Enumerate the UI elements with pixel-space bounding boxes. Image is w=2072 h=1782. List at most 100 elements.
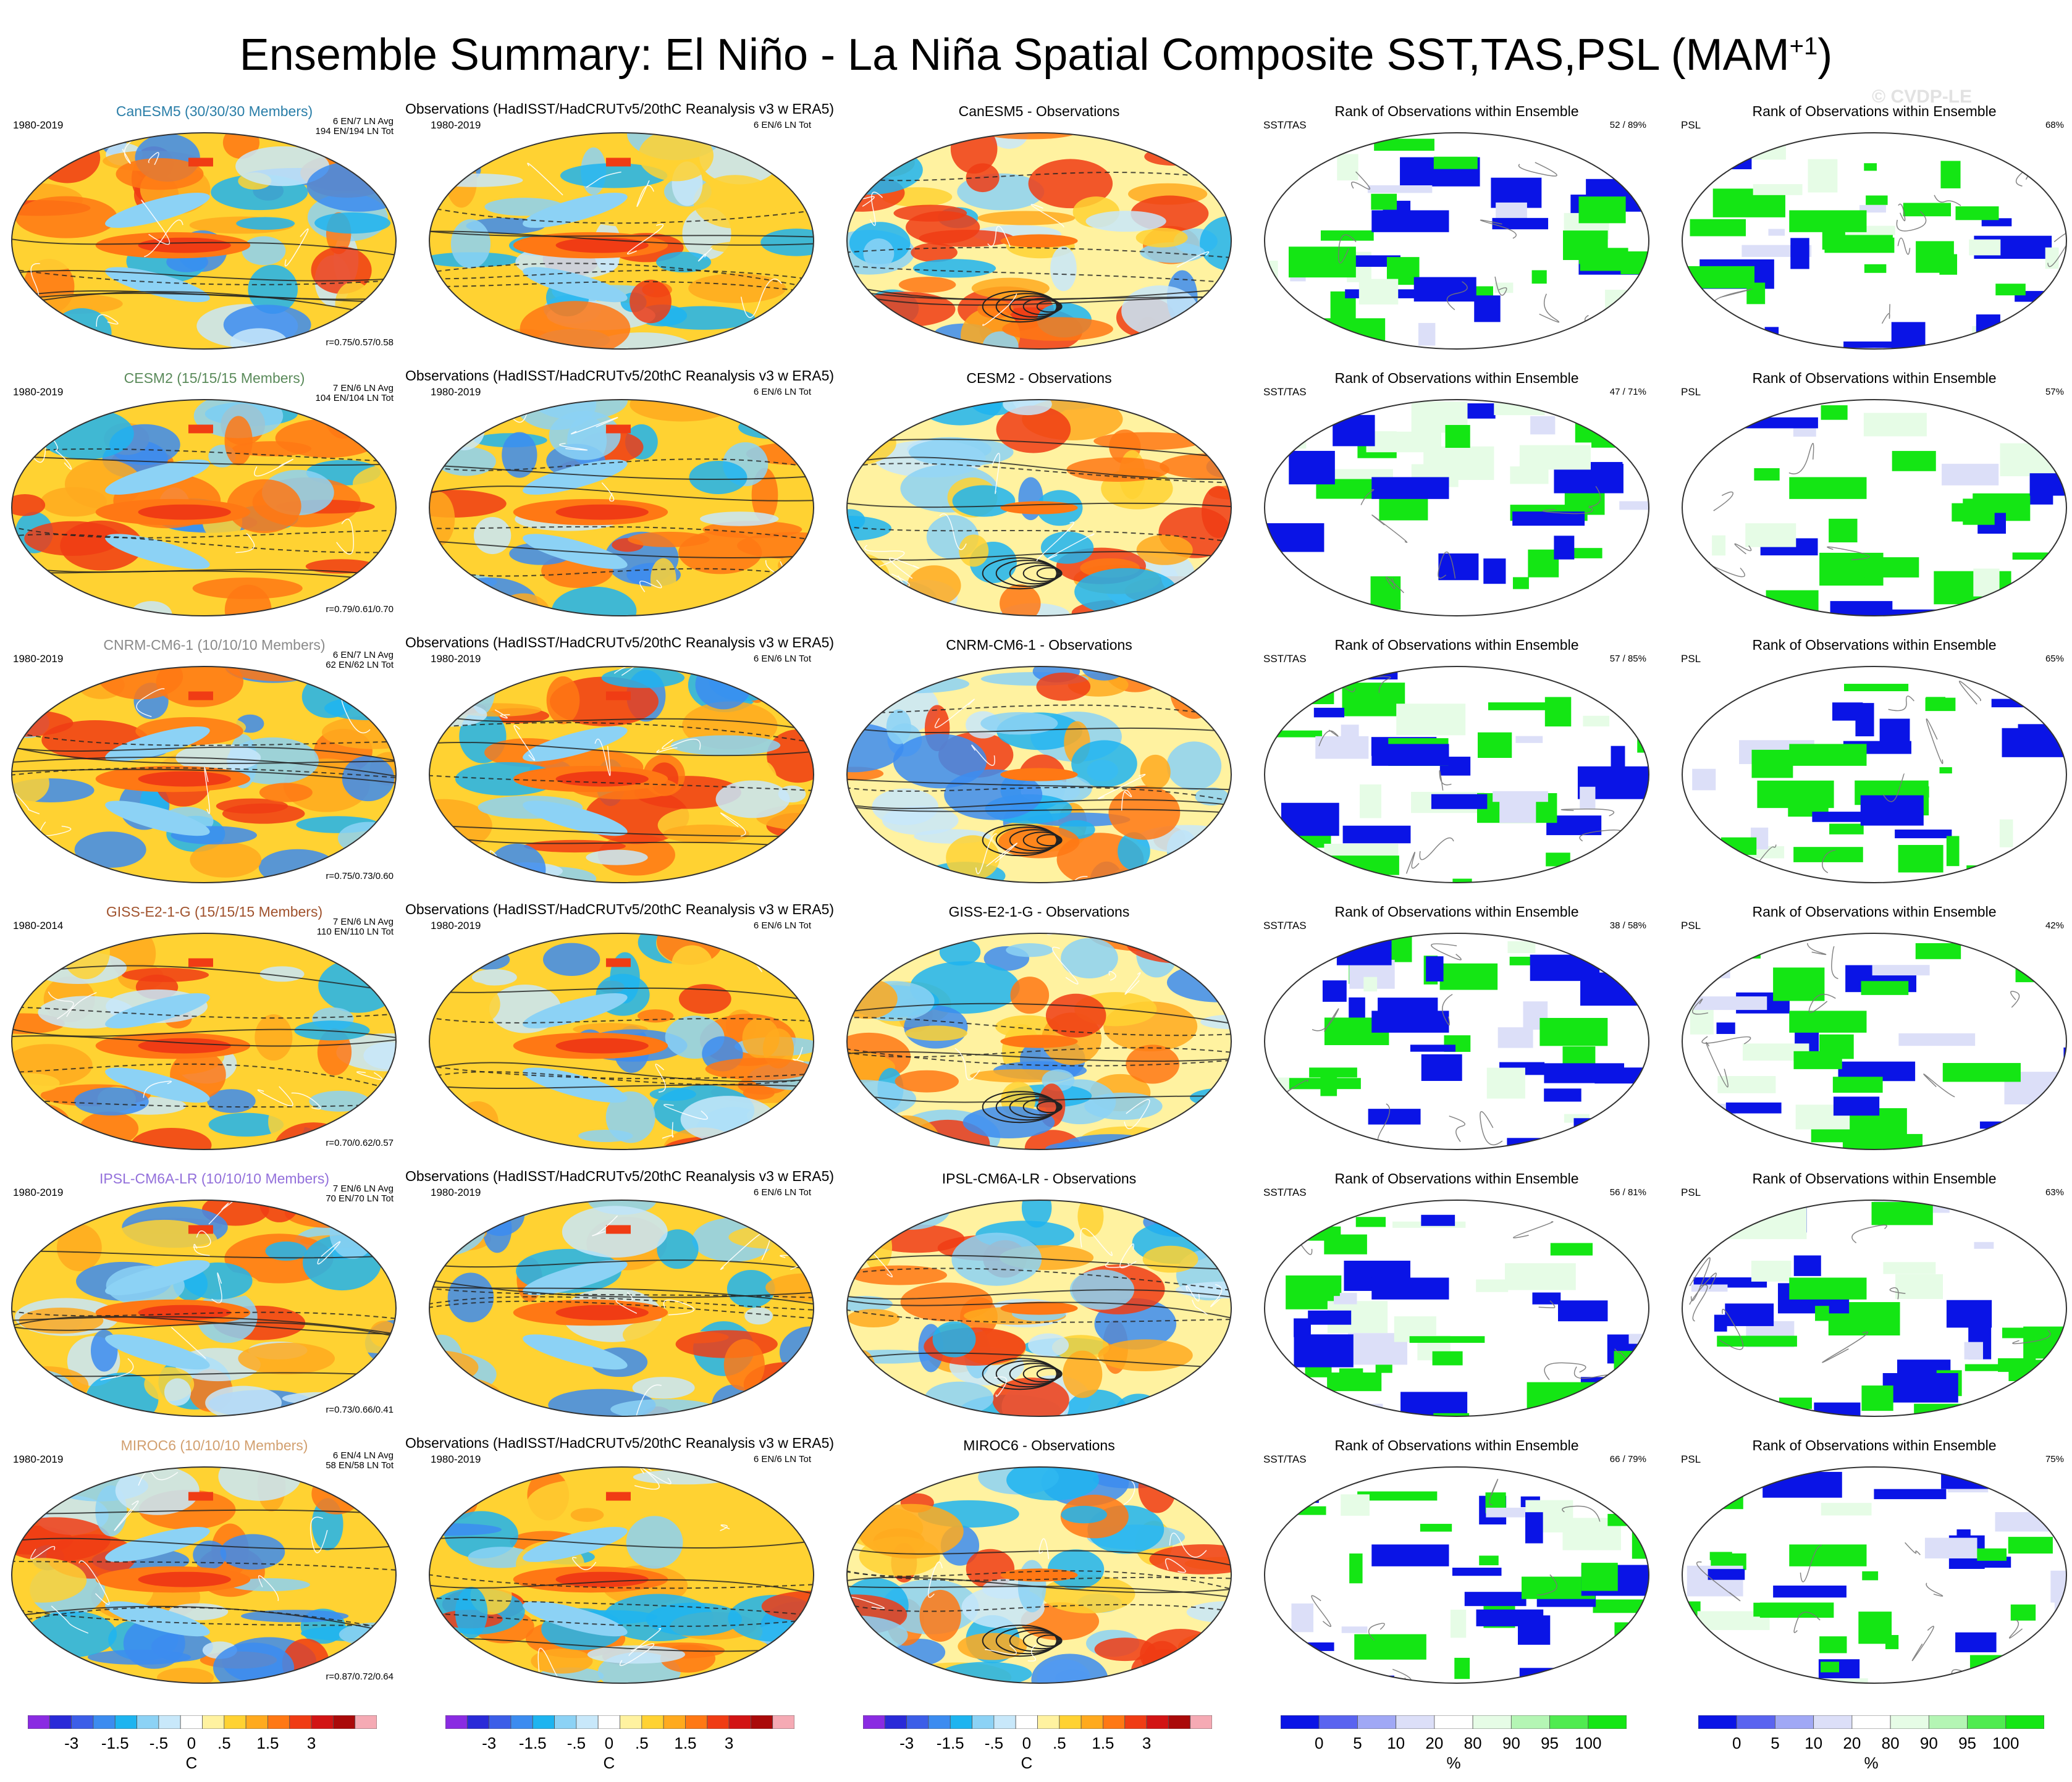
colorbar-swatch	[707, 1715, 730, 1729]
colorbar-3: 0 5 10 20 80 90 95 100%	[1281, 1715, 1627, 1772]
map-diff-3	[846, 933, 1232, 1150]
watermark: © CVDP-LE	[1872, 86, 1973, 107]
colorbar-swatch	[489, 1715, 512, 1729]
colorbar-swatch	[49, 1715, 72, 1729]
colorbar-tick-label: 20	[1843, 1734, 1861, 1752]
colorbar-swatch	[93, 1715, 116, 1729]
rank-title: Rank of Observations within Ensemble	[1334, 1437, 1579, 1453]
model-correlation: r=0.70/0.62/0.57	[326, 1138, 394, 1148]
model-stats: 58 EN/58 LN Tot	[326, 1460, 394, 1471]
rank-title: Rank of Observations within Ensemble	[1752, 1170, 1997, 1187]
diff-title: CanESM5 - Observations	[958, 103, 1120, 119]
obs-title: Observations (HadISST/HadCRUTv5/20thC Re…	[405, 634, 835, 650]
colorbar-swatch	[685, 1715, 708, 1729]
diff-title: MIROC6 - Observations	[963, 1437, 1115, 1453]
colorbar-swatch	[289, 1715, 312, 1729]
colorbar-swatch	[1015, 1715, 1038, 1729]
colorbar-tick-label: 3	[724, 1734, 734, 1752]
map-rank-sst-5	[1264, 1466, 1649, 1684]
colorbar-tick-label: 0	[1314, 1734, 1324, 1752]
colorbar-tick-label: -.5	[984, 1734, 1004, 1752]
colorbar-2: -3 -1.5 -.5 0 .5 1.5 3 C	[863, 1715, 1212, 1772]
colorbar-swatch	[993, 1715, 1016, 1729]
colorbar-0: -3 -1.5 -.5 0 .5 1.5 3 C	[28, 1715, 377, 1772]
map-obs-1	[429, 399, 814, 616]
colorbar-swatch	[311, 1715, 334, 1729]
model-years: 1980-2014	[13, 920, 64, 931]
rank-percent: 56 / 81%	[1609, 1187, 1646, 1198]
colorbar-tick-label: -1.5	[101, 1734, 129, 1752]
colorbar-tick-label: -1.5	[518, 1734, 547, 1752]
map-rank-sst-4	[1264, 1200, 1649, 1417]
rank-var-label: PSL	[1681, 1187, 1701, 1198]
map-rank-sst-1	[1264, 399, 1649, 616]
colorbar-tick-label: 1.5	[674, 1734, 697, 1752]
colorbar-tick-label: 1.5	[256, 1734, 279, 1752]
obs-title: Observations (HadISST/HadCRUTv5/20thC Re…	[405, 1435, 835, 1451]
obs-stats: 6 EN/6 LN Tot	[753, 120, 811, 130]
model-correlation: r=0.75/0.73/0.60	[326, 871, 394, 881]
map-model-5	[11, 1466, 397, 1684]
colorbar-swatch	[884, 1715, 908, 1729]
colorbar-swatch	[466, 1715, 490, 1729]
model-stats: 6 EN/7 LN Avg	[332, 116, 394, 127]
rank-percent: 38 / 58%	[1609, 920, 1646, 931]
map-diff-2	[846, 666, 1232, 883]
rank-var-label: SST/TAS	[1263, 119, 1307, 131]
rank-percent: 68%	[2045, 120, 2064, 130]
rank-title: Rank of Observations within Ensemble	[1334, 637, 1579, 653]
map-rank-psl-3	[1682, 933, 2067, 1150]
colorbar-unit: %	[1864, 1754, 1879, 1772]
colorbar-tick-label: 100	[1992, 1734, 2019, 1752]
colorbar-swatch	[245, 1715, 268, 1729]
diff-title: IPSL-CM6A-LR - Observations	[941, 1170, 1137, 1187]
obs-stats: 6 EN/6 LN Tot	[753, 920, 811, 931]
obs-years: 1980-2019	[431, 920, 481, 931]
rank-percent: 42%	[2045, 920, 2064, 931]
colorbar-swatch	[1736, 1715, 1775, 1729]
colorbar-tick-label: -3	[64, 1734, 79, 1752]
rank-title: Rank of Observations within Ensemble	[1752, 103, 1997, 119]
rank-percent: 63%	[2045, 1187, 2064, 1198]
map-model-3	[11, 933, 397, 1150]
model-title: CNRM-CM6-1 (10/10/10 Members)	[103, 637, 326, 653]
rank-var-label: PSL	[1681, 920, 1701, 931]
colorbar-swatch	[114, 1715, 137, 1729]
rank-title: Rank of Observations within Ensemble	[1334, 904, 1579, 920]
diff-title: CNRM-CM6-1 - Observations	[946, 637, 1132, 653]
obs-title: Observations (HadISST/HadCRUTv5/20thC Re…	[405, 1168, 835, 1184]
colorbar-swatch	[663, 1715, 686, 1729]
colorbar-unit: C	[603, 1754, 615, 1772]
colorbar-swatch	[950, 1715, 972, 1729]
rank-title: Rank of Observations within Ensemble	[1334, 1170, 1579, 1187]
map-diff-0	[846, 132, 1232, 350]
map-obs-4	[429, 1200, 814, 1417]
rank-percent: 57%	[2045, 387, 2064, 397]
colorbar-swatch	[641, 1715, 664, 1729]
colorbar-swatch	[972, 1715, 995, 1729]
colorbar-swatch	[620, 1715, 642, 1729]
colorbar-swatch	[863, 1715, 885, 1729]
colorbar-swatch	[532, 1715, 555, 1729]
rank-var-label: SST/TAS	[1263, 386, 1307, 398]
colorbar-swatch	[1851, 1715, 1891, 1729]
rank-var-label: SST/TAS	[1263, 920, 1307, 931]
model-stats: 70 EN/70 LN Tot	[326, 1193, 394, 1204]
colorbar-tick-label: .5	[217, 1734, 231, 1752]
model-correlation: r=0.75/0.57/0.58	[326, 337, 394, 348]
model-years: 1980-2019	[13, 1187, 64, 1198]
colorbar-4: 0 5 10 20 80 90 95 100%	[1698, 1715, 2044, 1772]
model-stats: 6 EN/4 LN Avg	[332, 1450, 394, 1461]
obs-stats: 6 EN/6 LN Tot	[753, 1454, 811, 1465]
colorbar-tick-label: -3	[899, 1734, 914, 1752]
model-correlation: r=0.79/0.61/0.70	[326, 604, 394, 615]
model-correlation: r=0.87/0.72/0.64	[326, 1671, 394, 1682]
rank-var-label: SST/TAS	[1263, 1187, 1307, 1198]
colorbar-swatch	[1281, 1715, 1320, 1729]
rank-percent: 57 / 85%	[1609, 654, 1646, 664]
colorbar-swatch	[1037, 1715, 1060, 1729]
colorbar-tick-label: 80	[1881, 1734, 1900, 1752]
rank-title: Rank of Observations within Ensemble	[1752, 637, 1997, 653]
rank-percent: 65%	[2045, 654, 2064, 664]
colorbar-swatch	[1080, 1715, 1103, 1729]
